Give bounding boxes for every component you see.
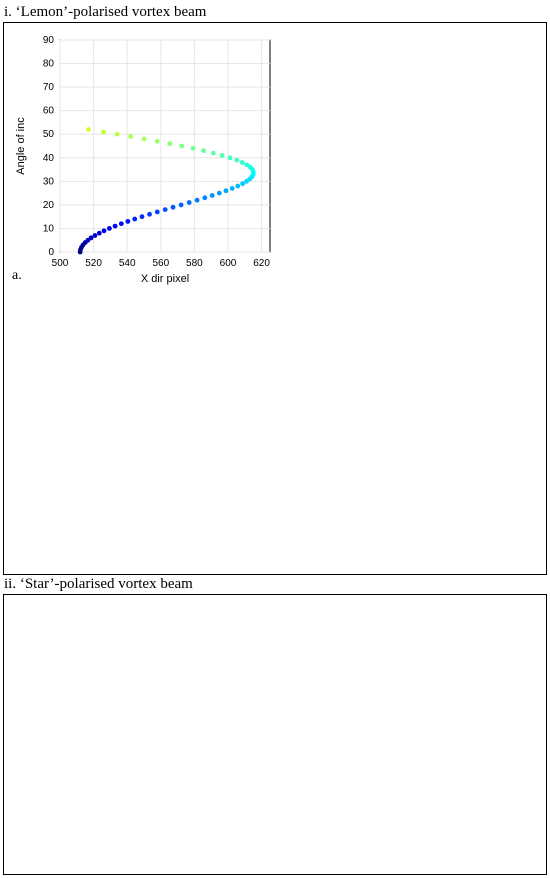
data-point — [202, 195, 208, 201]
x-tick-label: 560 — [152, 258, 169, 269]
x-axis-label: X dir pixel — [141, 273, 189, 285]
data-point — [141, 136, 147, 142]
x-tick-label: 600 — [220, 258, 237, 269]
x-tick-label: 520 — [85, 258, 102, 269]
x-tick-label: 620 — [253, 258, 270, 269]
data-point — [179, 143, 185, 149]
data-point — [234, 157, 240, 163]
data-point — [101, 129, 106, 135]
data-point — [209, 193, 215, 198]
y-tick-label: 0 — [48, 247, 54, 258]
data-point — [139, 214, 145, 220]
data-point — [229, 186, 235, 191]
x-tick-label: 540 — [119, 258, 136, 269]
chart-panel-lemon-a: 500 520 540 560 580 600 620 0 10 20 30 40 50 60 70 80 90… — [12, 30, 278, 288]
data-point — [170, 204, 176, 210]
data-point — [244, 162, 250, 168]
data-point — [167, 141, 173, 147]
data-point — [128, 134, 134, 139]
frame-star — [3, 594, 547, 875]
y-tick-label: 80 — [43, 59, 55, 70]
y-tick-label: 40 — [43, 153, 55, 164]
y-tick-label: 70 — [43, 82, 55, 93]
data-point — [86, 127, 91, 132]
frame-lemon — [3, 22, 547, 575]
data-point — [247, 164, 253, 170]
data-point — [239, 160, 245, 165]
data-point — [96, 230, 102, 236]
data-point — [106, 226, 112, 231]
data-point — [125, 218, 131, 224]
plot-area — [59, 39, 271, 253]
data-point — [227, 155, 233, 161]
data-point — [194, 197, 200, 203]
y-tick-label: 60 — [43, 106, 55, 117]
panel-letter: a. — [12, 268, 22, 283]
y-tick-label: 90 — [43, 35, 55, 46]
data-point — [88, 235, 94, 241]
y-axis-label: Angle of inc — [15, 117, 27, 175]
x-tick-label: 580 — [186, 258, 203, 269]
y-tick-label: 30 — [43, 176, 55, 187]
data-point — [240, 181, 246, 187]
data-point — [190, 145, 196, 151]
data-point — [186, 200, 192, 205]
data-point — [132, 216, 138, 222]
data-point — [235, 183, 241, 189]
data-point — [118, 221, 124, 227]
data-point — [154, 209, 160, 215]
y-tick-label: 50 — [43, 129, 55, 140]
data-point — [210, 150, 216, 156]
y-tick-label: 10 — [43, 223, 55, 234]
section-title-star: ii. ‘Star’-polarised vortex beam — [4, 576, 193, 592]
data-point — [114, 131, 120, 137]
data-point — [101, 228, 107, 234]
y-tick-label: 20 — [43, 200, 55, 211]
chart-svg-lemon-a: 500 520 540 560 580 600 620 0 10 20 30 40 50 60 70 80 90… — [15, 35, 271, 285]
data-point — [201, 148, 207, 154]
data-point — [223, 188, 229, 194]
data-point — [92, 233, 98, 238]
data-point — [112, 223, 118, 229]
data-point — [178, 202, 184, 208]
data-point — [219, 153, 225, 158]
data-point — [154, 138, 160, 144]
section-title-lemon: i. ‘Lemon’-polarised vortex beam — [4, 4, 207, 20]
data-point — [162, 207, 168, 213]
data-point — [216, 190, 222, 196]
data-point — [147, 211, 152, 217]
x-tick-label: 500 — [52, 258, 69, 269]
